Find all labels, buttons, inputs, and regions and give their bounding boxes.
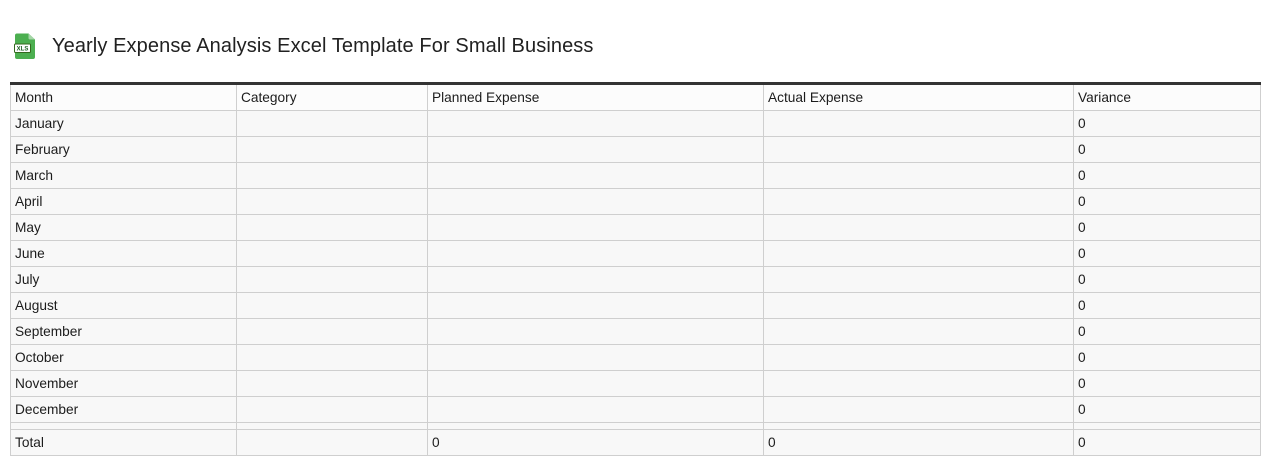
table-row: August 0: [10, 292, 1261, 319]
page-header: XLS Yearly Expense Analysis Excel Templa…: [0, 0, 1262, 82]
table-row: March 0: [10, 162, 1261, 189]
column-header-variance: Variance: [1073, 83, 1261, 111]
cell-actual-expense: [763, 266, 1074, 293]
cell-category: [236, 292, 428, 319]
cell-planned-expense: [427, 396, 764, 423]
cell-month: December: [10, 396, 237, 423]
cell-planned-expense: [427, 136, 764, 163]
xls-badge-label: XLS: [17, 46, 29, 52]
cell-category: [236, 136, 428, 163]
cell-planned-expense: [427, 240, 764, 267]
cell-actual-expense: [763, 214, 1074, 241]
table-row: January 0: [10, 110, 1261, 137]
cell-category: [236, 396, 428, 423]
cell-actual-expense: [763, 110, 1074, 137]
cell-total-planned-expense: 0: [427, 429, 764, 456]
expense-table: Month Category Planned Expense Actual Ex…: [10, 82, 1261, 456]
table-row: July 0: [10, 266, 1261, 293]
cell-month: March: [10, 162, 237, 189]
cell-month: June: [10, 240, 237, 267]
cell-month: February: [10, 136, 237, 163]
cell-actual-expense: [763, 136, 1074, 163]
cell-planned-expense: [427, 162, 764, 189]
cell-planned-expense: [427, 292, 764, 319]
cell-planned-expense: [427, 344, 764, 371]
cell-actual-expense: [763, 292, 1074, 319]
table-row: December 0: [10, 396, 1261, 423]
spacer-cell: [763, 422, 1074, 430]
cell-category: [236, 266, 428, 293]
cell-variance: 0: [1073, 136, 1261, 163]
cell-actual-expense: [763, 318, 1074, 345]
cell-month: April: [10, 188, 237, 215]
file-fold: [28, 33, 35, 39]
cell-category: [236, 214, 428, 241]
cell-variance: 0: [1073, 214, 1261, 241]
cell-category: [236, 370, 428, 397]
column-header-month: Month: [10, 83, 237, 111]
cell-month: October: [10, 344, 237, 371]
table-row: February 0: [10, 136, 1261, 163]
cell-variance: 0: [1073, 162, 1261, 189]
cell-planned-expense: [427, 214, 764, 241]
cell-planned-expense: [427, 266, 764, 293]
table-row: September 0: [10, 318, 1261, 345]
spacer-cell: [10, 422, 237, 430]
cell-category: [236, 162, 428, 189]
spacer-cell: [1073, 422, 1261, 430]
cell-month: July: [10, 266, 237, 293]
cell-category: [236, 318, 428, 345]
table-row: May 0: [10, 214, 1261, 241]
table-row: November 0: [10, 370, 1261, 397]
cell-total-variance: 0: [1073, 429, 1261, 456]
spacer-cell: [427, 422, 764, 430]
cell-actual-expense: [763, 162, 1074, 189]
cell-actual-expense: [763, 370, 1074, 397]
cell-variance: 0: [1073, 266, 1261, 293]
cell-variance: 0: [1073, 396, 1261, 423]
cell-variance: 0: [1073, 318, 1261, 345]
xls-badge: [14, 43, 31, 53]
cell-variance: 0: [1073, 110, 1261, 137]
cell-month: May: [10, 214, 237, 241]
page-title: Yearly Expense Analysis Excel Template F…: [52, 34, 594, 57]
cell-variance: 0: [1073, 292, 1261, 319]
cell-month: September: [10, 318, 237, 345]
cell-variance: 0: [1073, 188, 1261, 215]
table-row: October 0: [10, 344, 1261, 371]
cell-category: [236, 240, 428, 267]
cell-category: [236, 110, 428, 137]
cell-category: [236, 188, 428, 215]
cell-planned-expense: [427, 318, 764, 345]
cell-actual-expense: [763, 344, 1074, 371]
cell-planned-expense: [427, 370, 764, 397]
cell-total-category: [236, 429, 428, 456]
column-header-actual-expense: Actual Expense: [763, 83, 1074, 111]
cell-month: January: [10, 110, 237, 137]
cell-variance: 0: [1073, 240, 1261, 267]
cell-category: [236, 344, 428, 371]
cell-planned-expense: [427, 188, 764, 215]
cell-total-label: Total: [10, 429, 237, 456]
cell-variance: 0: [1073, 344, 1261, 371]
spacer-cell: [236, 422, 428, 430]
xls-file-icon: XLS: [14, 33, 35, 59]
table-row: June 0: [10, 240, 1261, 267]
cell-planned-expense: [427, 110, 764, 137]
spacer-row: [10, 422, 1261, 430]
cell-total-actual-expense: 0: [763, 429, 1074, 456]
column-header-category: Category: [236, 83, 428, 111]
table-header-row: Month Category Planned Expense Actual Ex…: [10, 83, 1261, 111]
column-header-planned-expense: Planned Expense: [427, 83, 764, 111]
cell-month: August: [10, 292, 237, 319]
table-row: April 0: [10, 188, 1261, 215]
cell-actual-expense: [763, 240, 1074, 267]
cell-actual-expense: [763, 396, 1074, 423]
cell-actual-expense: [763, 188, 1074, 215]
cell-month: November: [10, 370, 237, 397]
cell-variance: 0: [1073, 370, 1261, 397]
total-row: Total 0 0 0: [10, 429, 1261, 456]
